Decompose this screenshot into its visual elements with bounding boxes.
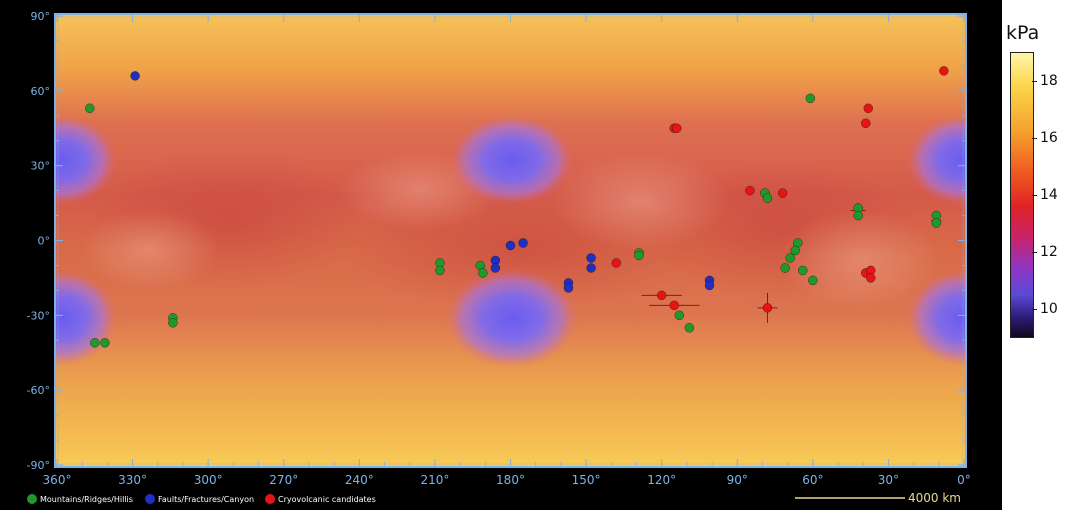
mountain-marker — [90, 338, 100, 348]
mountain-marker — [931, 218, 941, 228]
latitude-label: 0° — [38, 235, 51, 248]
fault-marker — [130, 71, 140, 81]
longitude-label: 120° — [647, 473, 676, 487]
mountain-marker — [100, 338, 110, 348]
longitude-labels: 360° 330° 300° 270° 240° 210° 180° 150° 120° 90° 6… — [43, 473, 971, 487]
colorbar-title: kPa — [1006, 22, 1040, 44]
axis-ticks — [55, 14, 966, 467]
colorbar-tick-mark — [1032, 251, 1037, 253]
cryovolcano-marker — [777, 188, 788, 198]
longitude-label: 360° — [43, 473, 72, 487]
low-pressure-north — [450, 115, 574, 205]
pressure-surface — [55, 14, 966, 467]
cryovolcano-marker — [745, 185, 755, 196]
feature-markers — [85, 66, 949, 348]
fault-marker — [518, 238, 528, 248]
cryovolcano-marker — [762, 303, 773, 313]
mountain-marker — [785, 253, 795, 263]
colorbar-tick-label: 10 — [1040, 300, 1058, 317]
longitude-label: 330° — [118, 473, 147, 487]
legend-cryovolcano-swatch — [265, 494, 275, 504]
titan-pressure-map: 90° 60° 30° 0° -30° -60° -90° 360° 330° 300° 270°… — [27, 10, 971, 505]
longitude-label: 300° — [194, 473, 223, 487]
mountain-marker — [435, 265, 445, 276]
legend: Mountains/Ridges/Hillis Faults/Fractures… — [27, 494, 376, 504]
mountain-marker — [168, 318, 178, 328]
latitude-label: -90° — [27, 459, 50, 472]
colorbar-tick-label: 12 — [1040, 243, 1058, 260]
longitude-label: 60° — [802, 473, 823, 487]
longitude-label: 240° — [345, 473, 374, 487]
mountain-marker — [762, 193, 773, 203]
fault-marker — [586, 253, 596, 263]
cryovolcano-marker — [863, 103, 873, 113]
legend-fault-label: Faults/Fractures/Canyon — [158, 495, 254, 504]
latitude-label: -30° — [27, 309, 50, 322]
colorbar-gradient — [1010, 52, 1034, 338]
low-pressure-west-south — [55, 270, 117, 366]
fault-marker — [586, 263, 596, 273]
longitude-label: 0° — [957, 473, 971, 487]
cryovolcano-marker — [939, 66, 949, 76]
low-pressure-east-north — [907, 115, 966, 205]
scale-bar-label: 4000 km — [908, 491, 961, 505]
longitude-label: 210° — [420, 473, 449, 487]
mountain-marker — [805, 93, 816, 104]
cryovolcano-marker — [669, 300, 679, 311]
mountain-marker — [478, 268, 488, 278]
colorbar-tick-mark — [1032, 308, 1037, 310]
cryovolcano-marker — [866, 273, 876, 283]
mountain-marker — [790, 245, 800, 256]
map-panel: 90° 60° 30° 0° -30° -60° -90° 360° 330° 300° 270°… — [0, 0, 1002, 510]
latitude-label: 30° — [31, 160, 51, 173]
longitude-label: 180° — [496, 473, 525, 487]
mountain-marker — [780, 263, 790, 273]
scale-bar: 4000 km — [795, 491, 961, 505]
mountain-marker — [798, 265, 808, 276]
fault-marker — [704, 280, 715, 291]
legend-cryovolcano-label: Cryovolcanic candidates — [278, 495, 376, 504]
cryovolcano-marker — [656, 290, 667, 301]
fault-marker — [490, 263, 501, 273]
cryovolcano-marker — [611, 258, 622, 268]
legend-mountain-swatch — [27, 494, 37, 504]
latitude-labels: 90° 60° 30° 0° -30° -60° -90° — [27, 10, 50, 472]
legend-mountain-label: Mountains/Ridges/Hillis — [40, 495, 133, 504]
colorbar-tick-mark — [1032, 81, 1037, 83]
fault-marker — [563, 283, 574, 293]
latitude-label: 60° — [31, 85, 51, 98]
cryovolcano-marker — [672, 123, 682, 133]
colorbar-tick-label: 18 — [1040, 73, 1058, 90]
low-pressure-south — [446, 268, 578, 368]
colorbar-tick-label: 16 — [1040, 130, 1058, 147]
longitude-label: 90° — [727, 473, 748, 487]
low-pressure-west-north — [55, 115, 117, 205]
longitude-label: 270° — [269, 473, 298, 487]
latitude-label: -60° — [27, 384, 50, 397]
colorbar: kPa 18 16 14 12 10 — [1002, 0, 1074, 510]
mountain-marker — [853, 210, 863, 221]
longitude-label: 30° — [878, 473, 899, 487]
fault-marker — [505, 240, 516, 251]
colorbar-tick-mark — [1032, 138, 1037, 140]
cryovolcano-marker — [861, 118, 871, 128]
colorbar-tick-mark — [1032, 195, 1037, 196]
mountain-marker — [674, 310, 685, 321]
longitude-label: 150° — [572, 473, 601, 487]
mountain-marker — [634, 250, 644, 261]
mountain-marker — [85, 103, 95, 113]
mountain-marker — [808, 275, 818, 286]
low-pressure-east-south — [907, 270, 966, 366]
latitude-label: 90° — [31, 10, 51, 23]
legend-fault-swatch — [145, 494, 155, 504]
colorbar-tick-label: 14 — [1040, 187, 1058, 203]
mountain-marker — [684, 323, 695, 333]
